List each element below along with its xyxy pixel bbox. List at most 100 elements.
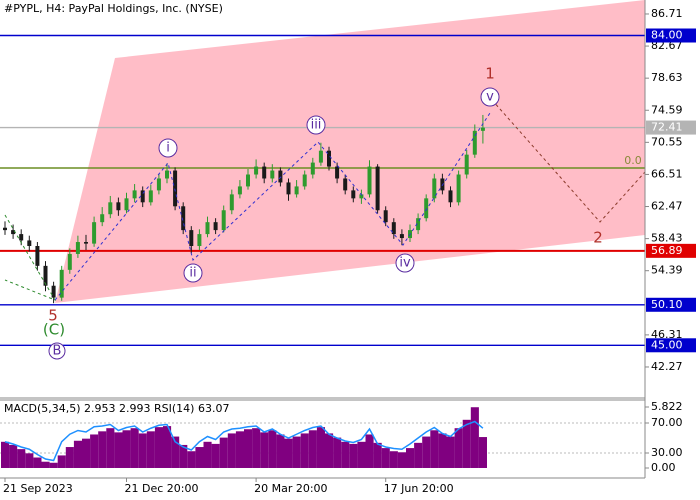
candle-body [19,234,24,241]
candle-body [67,253,72,270]
candle-body [189,230,194,247]
macd-bar [163,426,172,468]
candle-body [310,162,315,175]
level-label: 50.10 [651,298,683,311]
candle-body [59,269,64,298]
candle-body [108,202,113,215]
macd-bar [292,436,301,468]
wave-label: B [53,344,62,359]
candle-body [367,166,372,195]
wave-label: iv [399,256,411,271]
y-tick-label: 74.59 [651,103,683,116]
x-tick-label: 21 Dec 20:00 [125,482,199,495]
candle-body [3,227,7,231]
level-label: 84.00 [651,29,683,42]
macd-bar [406,448,415,468]
y-tick-label: 78.63 [651,71,683,84]
candle-body [173,170,178,207]
candle-body [278,170,283,183]
candle-body [383,210,388,223]
macd-bar [98,431,107,468]
macd-bar [268,430,277,468]
macd-bar [446,436,455,468]
candle-body [399,234,404,239]
level-label-box [646,243,696,258]
macd-bar [470,407,479,468]
macd-bar [430,430,439,468]
macd-bar [82,438,91,468]
wave-circle [48,342,66,360]
level-label: 45.00 [651,338,683,351]
panel-title: MACD(5,34,5) 2.953 2.993 RSI(14) 63.07 [4,402,229,415]
macd-bar [41,461,50,468]
wave-label: iii [311,118,322,133]
macd-bar [179,444,188,468]
candle-body [318,150,323,163]
candle-body [472,130,477,155]
y-tick-label: 46.31 [651,328,683,341]
macd-bar [33,457,42,468]
candle-body [286,182,291,195]
candle-body [480,127,485,131]
candle-body [448,190,453,203]
candle-body [35,246,40,266]
macd-bar [284,438,293,468]
macd-bar [65,447,74,468]
candle-body [221,210,226,231]
wave-circle [395,253,415,273]
candle-body [92,222,97,244]
candle-body [237,186,242,195]
macd-bar [300,433,309,468]
candle-body [335,166,340,179]
y-tick-label: 70.55 [651,135,683,148]
macd-bar [365,434,374,468]
wave-circle [480,87,500,107]
candle-body [359,194,364,199]
macd-bar [276,434,285,468]
level-label: 56.89 [651,244,683,257]
macd-bar [454,428,463,468]
wave-label: 5 [48,307,58,325]
macd-bar [122,430,131,468]
macd-bar [25,453,34,468]
candle-body [351,190,356,199]
candle-body [132,190,137,199]
candle-body [148,190,153,203]
y-tick-label: 58.43 [651,232,683,245]
wave-label: 2 [593,229,603,247]
wave-labels: i ii iii iv v 1 2 5 (C) B 0.0 [43,65,642,360]
wave-circle [183,263,203,283]
candle-body [246,174,250,187]
y-tick-label: 42.27 [651,360,683,373]
level-label-box [646,120,696,135]
macd-bar [187,451,196,468]
macd-bar [146,431,155,468]
candle-body [156,178,161,191]
wave-label: (C) [43,321,65,339]
macd-bar [171,436,180,468]
macd-bar [357,441,366,468]
candle-body [197,234,202,247]
macd-bar [341,441,350,468]
x-tick-label: 17 Jun 20:00 [384,482,454,495]
candle-body [262,166,267,179]
candle-body [205,222,210,235]
macd-bar [9,444,18,468]
candle-body [270,170,275,179]
macd-bar [381,448,390,468]
level-label: 72.41 [651,121,683,134]
candle-body [464,154,469,175]
macd-bar [422,436,431,468]
candle-body [302,174,307,187]
candle-body [343,178,348,191]
macd-bar [397,452,406,468]
candle-body [75,242,80,254]
level-label-box [646,338,696,353]
macd-bar [389,451,398,468]
macd-bar [73,440,82,468]
y-tick-label: 66.51 [651,167,683,180]
candle-body [327,150,331,167]
macd-bar [478,437,487,468]
macd-bar [308,430,317,468]
